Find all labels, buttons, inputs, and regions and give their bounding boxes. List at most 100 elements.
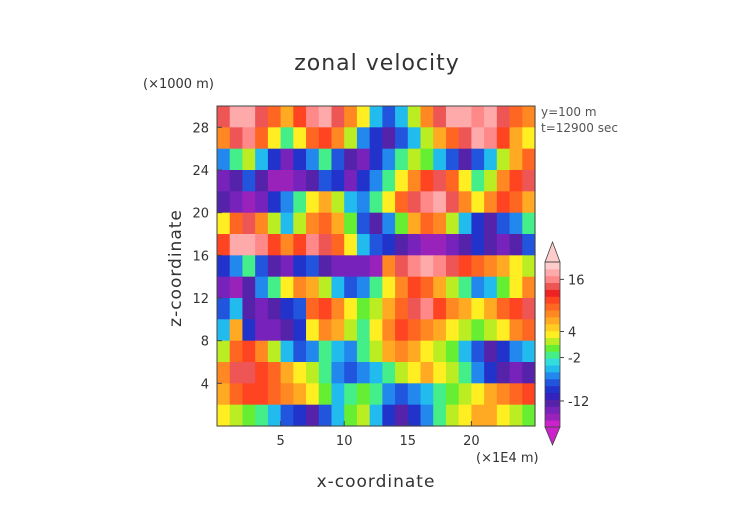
colorbar-segment bbox=[545, 289, 560, 297]
colorbar-segment bbox=[545, 351, 560, 359]
heatmap-cell bbox=[420, 234, 434, 256]
heatmap-cell bbox=[433, 276, 447, 299]
heatmap-cell bbox=[471, 255, 485, 278]
heatmap-cell bbox=[356, 319, 371, 342]
heatmap-cell bbox=[458, 340, 472, 363]
heatmap-cell bbox=[217, 234, 231, 256]
heatmap-cell bbox=[229, 106, 244, 128]
heatmap-cell bbox=[445, 148, 460, 171]
heatmap-cell bbox=[293, 383, 307, 406]
heatmap-cell bbox=[267, 362, 282, 384]
heatmap-cell bbox=[306, 319, 320, 342]
y-tick-label: 24 bbox=[192, 164, 209, 179]
colorbar-segment bbox=[545, 399, 560, 407]
plot-frame bbox=[216, 105, 536, 427]
heatmap-cell bbox=[242, 127, 256, 150]
heatmap-cell bbox=[407, 106, 422, 128]
colorbar-segment bbox=[545, 392, 560, 400]
heatmap-cell bbox=[255, 383, 269, 406]
heatmap-cell bbox=[484, 170, 498, 192]
y-tick-label: 12 bbox=[192, 292, 209, 307]
heatmap-cell bbox=[255, 212, 269, 235]
x-unit-label: (×1E4 m) bbox=[476, 451, 539, 466]
heatmap-cell bbox=[255, 170, 269, 192]
heatmap-cell bbox=[382, 362, 396, 384]
heatmap-cell bbox=[280, 319, 294, 342]
heatmap-cell bbox=[242, 319, 256, 342]
heatmap-cell bbox=[522, 319, 536, 342]
heatmap-cell bbox=[318, 340, 333, 363]
heatmap-cell bbox=[369, 127, 383, 150]
heatmap-cell bbox=[356, 191, 371, 214]
heatmap-cell bbox=[331, 362, 345, 384]
heatmap-cell bbox=[458, 170, 472, 192]
heatmap-cell bbox=[344, 234, 358, 256]
heatmap-cell bbox=[382, 404, 396, 427]
heatmap-cell bbox=[280, 191, 294, 214]
heatmap-cell bbox=[318, 234, 333, 256]
heatmap-cell bbox=[267, 298, 282, 320]
heatmap-cell bbox=[395, 298, 409, 320]
heatmap-cell bbox=[229, 319, 244, 342]
heatmap-cell bbox=[293, 106, 307, 128]
heatmap-cell bbox=[420, 255, 434, 278]
heatmap-cell bbox=[255, 148, 269, 171]
colorbar-segment bbox=[545, 275, 560, 284]
heatmap-cell bbox=[318, 212, 333, 235]
heatmap-cell bbox=[242, 170, 256, 192]
heatmap-cell bbox=[471, 234, 485, 256]
heatmap-cell bbox=[331, 127, 345, 150]
heatmap-cell bbox=[522, 212, 536, 235]
heatmap-cell bbox=[407, 127, 422, 150]
heatmap-cell bbox=[229, 191, 244, 214]
y-tick-label: 20 bbox=[192, 207, 209, 222]
annotation-t: t=12900 sec bbox=[541, 121, 618, 135]
colorbar-tick-label: -12 bbox=[568, 395, 589, 410]
heatmap-cell bbox=[255, 319, 269, 342]
heatmap-cell bbox=[369, 148, 383, 171]
heatmap-cell bbox=[306, 148, 320, 171]
heatmap-cell bbox=[496, 255, 511, 278]
heatmap-cell bbox=[293, 255, 307, 278]
heatmap-cell bbox=[509, 255, 523, 278]
heatmap-cell bbox=[433, 362, 447, 384]
heatmap-cell bbox=[471, 319, 485, 342]
heatmap-cell bbox=[229, 298, 244, 320]
y-unit-label: (×1000 m) bbox=[143, 77, 214, 92]
heatmap-cell bbox=[217, 383, 231, 406]
heatmap-cell bbox=[407, 191, 422, 214]
heatmap-cell bbox=[242, 362, 256, 384]
heatmap-cell bbox=[356, 234, 371, 256]
heatmap-cell bbox=[509, 127, 523, 150]
heatmap-cell bbox=[433, 106, 447, 128]
heatmap-cell bbox=[509, 234, 523, 256]
heatmap-cell bbox=[242, 148, 256, 171]
annotation-y: y=100 m bbox=[541, 105, 597, 119]
heatmap-cell bbox=[420, 148, 434, 171]
heatmap-cell bbox=[484, 276, 498, 299]
heatmap-cell bbox=[217, 191, 231, 214]
heatmap-cell bbox=[395, 106, 409, 128]
heatmap-cell bbox=[255, 362, 269, 384]
colorbar-segment bbox=[545, 385, 560, 394]
heatmap-cell bbox=[484, 362, 498, 384]
heatmap-cell bbox=[458, 191, 472, 214]
heatmap-cell bbox=[267, 170, 282, 192]
heatmap-cell bbox=[217, 340, 231, 363]
heatmap-cell bbox=[293, 170, 307, 192]
heatmap-cell bbox=[471, 276, 485, 299]
heatmap-cell bbox=[496, 234, 511, 256]
heatmap-cell bbox=[356, 383, 371, 406]
heatmap-cell bbox=[242, 106, 256, 128]
heatmap-cell bbox=[293, 298, 307, 320]
heatmap-cell bbox=[255, 127, 269, 150]
heatmap-cell bbox=[267, 106, 282, 128]
heatmap-cell bbox=[306, 383, 320, 406]
heatmap-cell bbox=[420, 298, 434, 320]
heatmap-cell bbox=[471, 404, 485, 427]
heatmap-cell bbox=[484, 106, 498, 128]
heatmap-cell bbox=[229, 127, 244, 150]
heatmap-cell bbox=[344, 212, 358, 235]
heatmap-cell bbox=[433, 340, 447, 363]
heatmap-cell bbox=[255, 276, 269, 299]
